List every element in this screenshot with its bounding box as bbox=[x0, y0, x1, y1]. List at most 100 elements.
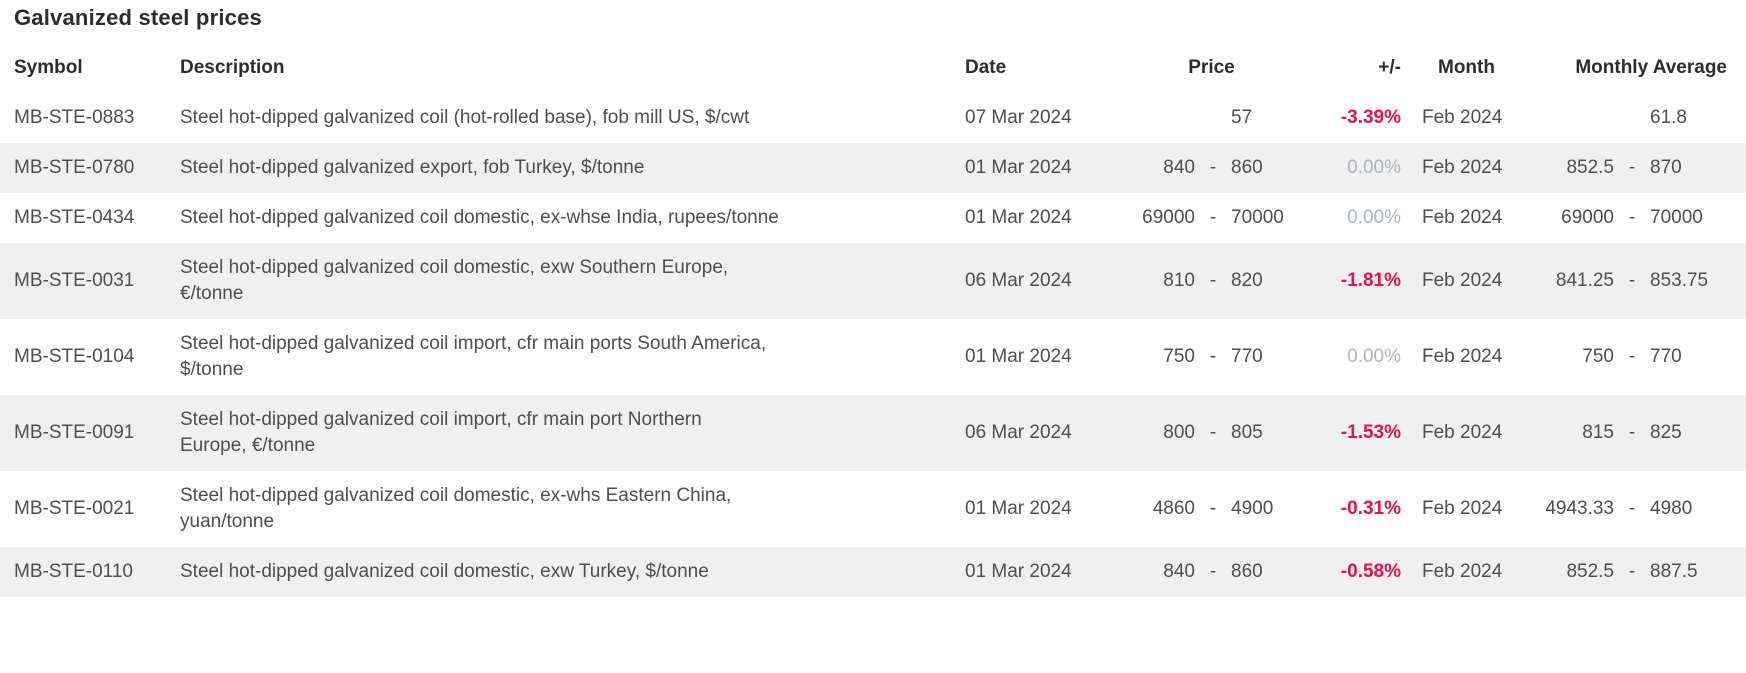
cell-price-separator: - bbox=[1209, 561, 1217, 582]
galvanized-steel-prices-panel: Galvanized steel prices Symbol Descripti… bbox=[0, 5, 1746, 597]
description-line: Steel hot-dipped galvanized export, fob … bbox=[180, 157, 645, 178]
col-header-symbol: Symbol bbox=[14, 57, 83, 78]
cell-monthly-avg-separator: - bbox=[1628, 346, 1636, 367]
table-body: MB-STE-0883 Steel hot-dipped galvanized c… bbox=[0, 93, 1746, 597]
cell-month: Feb 2024 bbox=[1422, 422, 1503, 443]
cell-change: -0.31% bbox=[1340, 498, 1401, 519]
cell-monthly-avg-separator: - bbox=[1628, 498, 1636, 519]
cell-monthly-avg-high: 4980 bbox=[1650, 498, 1693, 519]
cell-change: 0.00% bbox=[1347, 207, 1401, 228]
table-row[interactable]: MB-STE-0780 Steel hot-dipped galvanized e… bbox=[0, 143, 1746, 193]
cell-monthly-avg-separator: - bbox=[1628, 561, 1636, 582]
cell-description: Steel hot-dipped galvanized coil domesti… bbox=[180, 547, 965, 597]
cell-price-high: 860 bbox=[1231, 157, 1263, 178]
cell-price-high: 860 bbox=[1231, 561, 1263, 582]
cell-symbol: MB-STE-0434 bbox=[14, 207, 135, 228]
description-line: Steel hot-dipped galvanized coil domesti… bbox=[180, 257, 729, 278]
cell-month: Feb 2024 bbox=[1422, 346, 1503, 367]
cell-monthly-avg-low: 852.5 bbox=[1566, 157, 1614, 178]
cell-price-separator: - bbox=[1209, 207, 1217, 228]
description-line: Steel hot-dipped galvanized coil (hot-ro… bbox=[180, 107, 750, 128]
cell-price-separator: - bbox=[1209, 498, 1217, 519]
col-header-price: Price bbox=[1188, 57, 1235, 78]
cell-monthly-avg-separator: - bbox=[1628, 157, 1636, 178]
col-header-description: Description bbox=[180, 57, 285, 78]
cell-description: Steel hot-dipped galvanized coil domesti… bbox=[180, 193, 965, 243]
description-line: $/tonne bbox=[180, 359, 244, 380]
cell-description: Steel hot-dipped galvanized coil domesti… bbox=[180, 471, 965, 547]
cell-description: Steel hot-dipped galvanized coil domesti… bbox=[180, 243, 965, 319]
table-row[interactable]: MB-STE-0021 Steel hot-dipped galvanized c… bbox=[0, 471, 1746, 547]
table-row[interactable]: MB-STE-0110 Steel hot-dipped galvanized c… bbox=[0, 547, 1746, 597]
cell-month: Feb 2024 bbox=[1422, 207, 1503, 228]
cell-price-low: 4860 bbox=[1152, 498, 1195, 519]
description-line: Steel hot-dipped galvanized coil domesti… bbox=[180, 485, 732, 506]
cell-date: 07 Mar 2024 bbox=[965, 107, 1072, 128]
cell-monthly-avg-high: 70000 bbox=[1650, 207, 1703, 228]
cell-price-low: 840 bbox=[1163, 561, 1195, 582]
cell-month: Feb 2024 bbox=[1422, 270, 1503, 291]
cell-price-low: 840 bbox=[1163, 157, 1195, 178]
cell-monthly-avg-high: 770 bbox=[1650, 346, 1682, 367]
col-header-monthly-average: Monthly Average bbox=[1575, 57, 1728, 78]
cell-date: 01 Mar 2024 bbox=[965, 157, 1072, 178]
cell-monthly-avg-high: 887.5 bbox=[1650, 561, 1698, 582]
cell-symbol: MB-STE-0883 bbox=[14, 107, 135, 128]
cell-price-separator bbox=[1195, 93, 1231, 143]
cell-change: 0.00% bbox=[1347, 157, 1401, 178]
cell-description: Steel hot-dipped galvanized coil import,… bbox=[180, 319, 965, 395]
cell-symbol: MB-STE-0110 bbox=[14, 561, 133, 582]
cell-monthly-avg-low: 815 bbox=[1582, 422, 1614, 443]
description-line: €/tonne bbox=[180, 283, 244, 304]
description-line: Steel hot-dipped galvanized coil domesti… bbox=[180, 207, 779, 228]
cell-description: Steel hot-dipped galvanized coil import,… bbox=[180, 395, 965, 471]
cell-price-high: 70000 bbox=[1231, 207, 1284, 228]
cell-month: Feb 2024 bbox=[1422, 107, 1503, 128]
table-row[interactable]: MB-STE-0434 Steel hot-dipped galvanized c… bbox=[0, 193, 1746, 243]
cell-date: 06 Mar 2024 bbox=[965, 270, 1072, 291]
description-line: Europe, €/tonne bbox=[180, 435, 316, 456]
cell-monthly-avg-high: 825 bbox=[1650, 422, 1682, 443]
table-row[interactable]: MB-STE-0031 Steel hot-dipped galvanized c… bbox=[0, 243, 1746, 319]
table-row[interactable]: MB-STE-0091 Steel hot-dipped galvanized c… bbox=[0, 395, 1746, 471]
col-header-date: Date bbox=[965, 57, 1007, 78]
cell-date: 01 Mar 2024 bbox=[965, 346, 1072, 367]
cell-symbol: MB-STE-0021 bbox=[14, 498, 135, 519]
cell-price-low: 69000 bbox=[1142, 207, 1195, 228]
cell-description: Steel hot-dipped galvanized coil (hot-ro… bbox=[180, 93, 965, 143]
cell-price-low: 800 bbox=[1163, 422, 1195, 443]
cell-monthly-avg-low: 4943.33 bbox=[1545, 498, 1614, 519]
cell-monthly-avg-low: 841.25 bbox=[1555, 270, 1614, 291]
cell-monthly-avg-high: 870 bbox=[1650, 157, 1682, 178]
cell-month: Feb 2024 bbox=[1422, 498, 1503, 519]
page-title: Galvanized steel prices bbox=[14, 5, 262, 30]
cell-change: -1.53% bbox=[1340, 422, 1401, 443]
cell-price-low: 810 bbox=[1163, 270, 1195, 291]
cell-monthly-avg-separator bbox=[1614, 93, 1650, 143]
table-header-row: Symbol Description Date Price +/- Month … bbox=[0, 43, 1746, 93]
cell-monthly-avg-high: 61.8 bbox=[1650, 107, 1687, 128]
cell-date: 01 Mar 2024 bbox=[965, 207, 1072, 228]
description-line: Steel hot-dipped galvanized coil import,… bbox=[180, 333, 767, 354]
description-line: yuan/tonne bbox=[180, 511, 275, 532]
cell-price-separator: - bbox=[1209, 270, 1217, 291]
cell-month: Feb 2024 bbox=[1422, 157, 1503, 178]
prices-table: Symbol Description Date Price +/- Month … bbox=[0, 43, 1746, 597]
cell-monthly-avg-high: 853.75 bbox=[1650, 270, 1709, 291]
cell-monthly-avg-low bbox=[1514, 93, 1614, 143]
cell-price-low: 750 bbox=[1163, 346, 1195, 367]
col-header-change: +/- bbox=[1378, 57, 1401, 78]
cell-description: Steel hot-dipped galvanized export, fob … bbox=[180, 143, 965, 193]
cell-price-low bbox=[1100, 93, 1195, 143]
cell-monthly-avg-separator: - bbox=[1628, 207, 1636, 228]
cell-price-high: 805 bbox=[1231, 422, 1263, 443]
cell-price-high: 4900 bbox=[1231, 498, 1274, 519]
description-line: Steel hot-dipped galvanized coil import,… bbox=[180, 409, 702, 430]
table-row[interactable]: MB-STE-0883 Steel hot-dipped galvanized c… bbox=[0, 93, 1746, 143]
table-row[interactable]: MB-STE-0104 Steel hot-dipped galvanized c… bbox=[0, 319, 1746, 395]
cell-symbol: MB-STE-0780 bbox=[14, 157, 135, 178]
cell-price-separator: - bbox=[1209, 346, 1217, 367]
cell-symbol: MB-STE-0104 bbox=[14, 346, 135, 367]
cell-month: Feb 2024 bbox=[1422, 561, 1503, 582]
description-line: Steel hot-dipped galvanized coil domesti… bbox=[180, 561, 709, 582]
